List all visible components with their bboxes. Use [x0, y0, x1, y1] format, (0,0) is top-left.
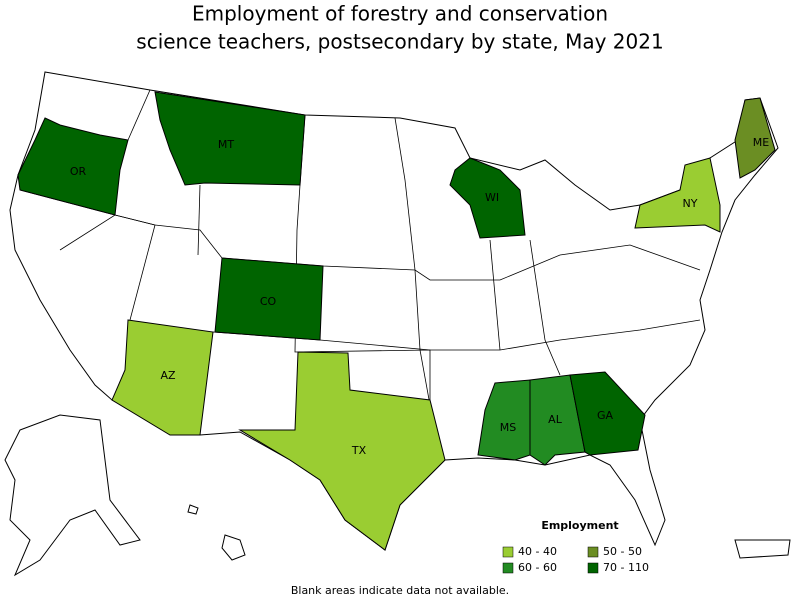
state-border	[127, 89, 151, 141]
state-label: AZ	[160, 369, 176, 382]
state-label: NY	[683, 197, 698, 210]
state-label: WI	[485, 191, 499, 204]
state-shape	[569, 371, 646, 456]
state-border	[394, 117, 441, 461]
state-label: MT	[218, 138, 234, 151]
state-shape	[154, 91, 306, 186]
hawaii	[187, 504, 199, 515]
state-border	[197, 184, 201, 256]
state-label: OR	[70, 165, 87, 178]
state-label: GA	[597, 409, 614, 422]
state-shape	[214, 257, 324, 341]
legend-title: Employment	[541, 519, 618, 532]
hawaii	[221, 534, 246, 561]
state-label: TX	[351, 444, 367, 457]
legend-swatch	[502, 546, 514, 558]
legend-swatch	[587, 546, 599, 558]
legend-swatch	[502, 562, 514, 574]
legend-label: 50 - 50	[603, 545, 642, 558]
state-shape	[449, 157, 526, 239]
state-shape	[238, 351, 446, 551]
state-shape	[17, 117, 129, 216]
state-shape	[634, 157, 721, 233]
state-border	[489, 239, 501, 351]
legend-swatch	[587, 562, 599, 574]
footnote: Blank areas indicate data not available.	[291, 584, 509, 597]
legend: 40 - 40 50 - 50 60 - 60 70 - 110	[502, 545, 649, 574]
state-label: CO	[260, 295, 277, 308]
state-shape	[734, 97, 776, 179]
puerto-rico	[734, 539, 791, 559]
legend-label: 70 - 110	[603, 561, 649, 574]
state-border	[59, 214, 156, 321]
alaska	[4, 414, 141, 577]
state-border	[430, 319, 701, 351]
title-line: Employment of forestry and conservation	[192, 2, 608, 26]
state-border	[529, 239, 561, 376]
state-shape	[111, 319, 214, 436]
title-line: science teachers, postsecondary by state…	[136, 30, 663, 54]
state-label: ME	[753, 136, 769, 149]
legend-label: 40 - 40	[518, 545, 557, 558]
legend-label: 60 - 60	[518, 561, 557, 574]
state-label: AL	[548, 413, 563, 426]
state-label: MS	[500, 421, 516, 434]
